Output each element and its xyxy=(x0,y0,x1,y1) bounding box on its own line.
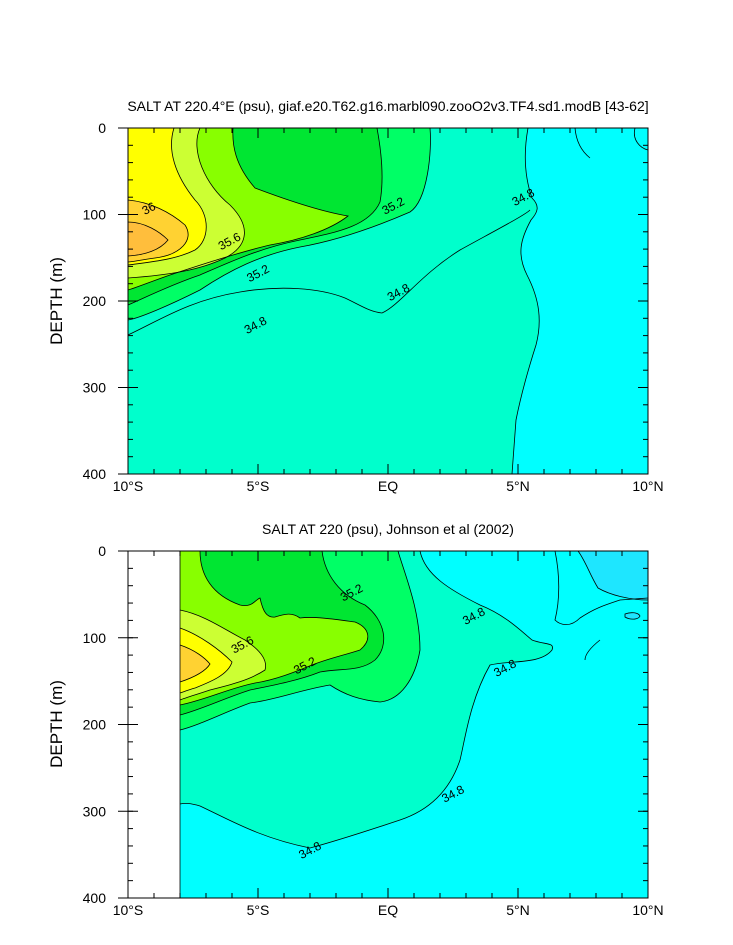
y-axis-model: 0 100 200 300 400 xyxy=(83,120,648,482)
y-tick-label: 300 xyxy=(83,380,107,396)
x-axis-observations: 10°S 5°S EQ 5°N 10°N xyxy=(113,551,664,918)
band-34.4-corner xyxy=(634,128,648,150)
panel-observations: SALT AT 220 (psu), Johnson et al (2002) xyxy=(47,521,664,918)
contour-lines-observations xyxy=(179,551,648,898)
chart-title-observations: SALT AT 220 (psu), Johnson et al (2002) xyxy=(262,521,514,537)
y-tick-label: 400 xyxy=(83,890,107,906)
plot-area-model xyxy=(128,128,648,474)
x-tick-label: 5°S xyxy=(247,902,270,918)
x-tick-label: EQ xyxy=(378,902,398,918)
y-tick-label: 200 xyxy=(83,717,107,733)
y-tick-label: 100 xyxy=(83,207,107,223)
y-axis-label-observations: DEPTH (m) xyxy=(47,680,66,768)
y-tick-label: 300 xyxy=(83,803,107,819)
band-34.4 xyxy=(578,551,648,600)
chart-title-model: SALT AT 220.4°E (psu), giaf.e20.T62.g16.… xyxy=(127,98,648,114)
y-tick-label: 200 xyxy=(83,293,107,309)
y-axis-label-model: DEPTH (m) xyxy=(47,257,66,345)
contour-label: 36 xyxy=(140,199,159,218)
y-tick-label: 100 xyxy=(83,630,107,646)
y-tick-label: 400 xyxy=(83,466,107,482)
band-34.6-lower xyxy=(180,551,648,898)
y-tick-label: 0 xyxy=(98,543,106,559)
x-tick-label: 10°N xyxy=(632,902,663,918)
x-tick-label: 10°N xyxy=(632,478,663,494)
x-tick-label: 5°N xyxy=(506,478,530,494)
x-tick-label: 10°S xyxy=(113,902,144,918)
x-axis-model: 10°S 5°S EQ 5°N 10°N xyxy=(113,128,664,494)
x-tick-label: EQ xyxy=(378,478,398,494)
plot-area-observations xyxy=(128,551,648,898)
x-tick-label: 10°S xyxy=(113,478,144,494)
band-34.4-blob xyxy=(625,612,640,620)
x-tick-label: 5°N xyxy=(506,902,530,918)
contour-lines-model xyxy=(128,128,648,474)
panel-model: SALT AT 220.4°E (psu), giaf.e20.T62.g16.… xyxy=(47,98,664,494)
x-tick-label: 5°S xyxy=(247,478,270,494)
y-tick-label: 0 xyxy=(98,120,106,136)
band-36.0 xyxy=(180,645,210,682)
band-36.2 xyxy=(128,222,168,256)
y-axis-observations: 0 100 200 300 400 xyxy=(83,543,648,906)
